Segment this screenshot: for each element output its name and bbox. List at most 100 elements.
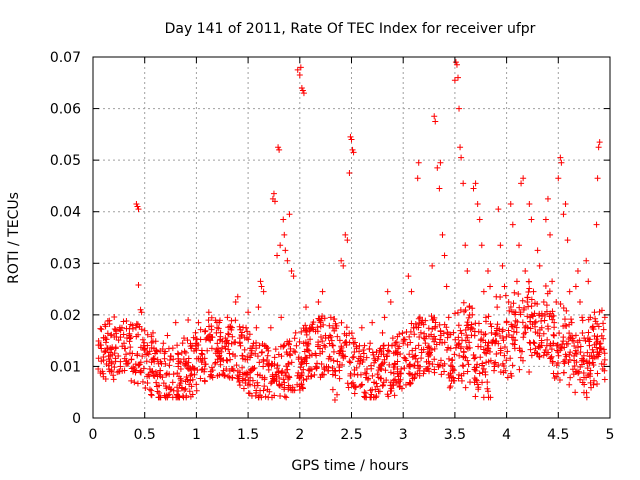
data-point xyxy=(571,352,578,359)
data-point xyxy=(128,365,135,372)
data-point xyxy=(148,359,155,366)
data-point xyxy=(419,317,426,324)
data-point xyxy=(174,370,181,377)
data-point xyxy=(239,352,246,359)
y-tick-label: 0.04 xyxy=(50,205,81,221)
data-point xyxy=(166,362,173,369)
data-point xyxy=(95,337,102,344)
data-point xyxy=(483,359,490,366)
data-point xyxy=(544,323,551,330)
data-point xyxy=(467,379,474,386)
data-point xyxy=(285,361,292,368)
data-point xyxy=(589,323,596,330)
data-point xyxy=(349,379,356,386)
data-point xyxy=(348,380,355,387)
data-point xyxy=(452,344,459,351)
data-point xyxy=(169,345,176,352)
data-point xyxy=(488,329,495,336)
data-point xyxy=(260,363,267,370)
data-point xyxy=(583,358,590,365)
data-point xyxy=(292,329,299,336)
data-point xyxy=(229,351,236,358)
data-point xyxy=(550,331,557,338)
data-point xyxy=(566,351,573,358)
data-point xyxy=(329,342,336,349)
data-point xyxy=(97,325,104,332)
data-point xyxy=(585,278,592,285)
data-point xyxy=(296,72,303,79)
chart-title: Day 141 of 2011, Rate Of TEC Index for r… xyxy=(165,21,536,37)
data-point xyxy=(426,345,433,352)
data-point xyxy=(471,332,478,339)
data-point xyxy=(362,369,369,376)
data-point xyxy=(526,369,533,376)
data-point xyxy=(277,392,284,399)
y-tick-label: 0.03 xyxy=(50,256,81,272)
data-point xyxy=(237,342,244,349)
data-point xyxy=(266,388,273,395)
data-point xyxy=(297,364,304,371)
data-point xyxy=(284,257,291,264)
data-point xyxy=(95,355,102,362)
data-point xyxy=(520,334,527,341)
data-point xyxy=(313,352,320,359)
data-point xyxy=(408,320,415,327)
data-point xyxy=(353,343,360,350)
data-point xyxy=(567,374,574,381)
x-tick-label: 4.5 xyxy=(547,427,569,443)
data-point xyxy=(395,373,402,380)
data-point xyxy=(334,358,341,365)
data-point xyxy=(411,375,418,382)
data-point xyxy=(290,348,297,355)
data-point xyxy=(500,362,507,369)
data-point xyxy=(167,353,174,360)
data-point xyxy=(112,344,119,351)
data-point xyxy=(245,309,252,316)
data-point xyxy=(240,371,247,378)
data-point xyxy=(313,365,320,372)
data-point xyxy=(445,355,452,362)
data-point xyxy=(367,340,374,347)
data-point xyxy=(108,359,115,366)
y-tick-label: 0.06 xyxy=(50,102,81,118)
data-point xyxy=(201,361,208,368)
data-point xyxy=(288,359,295,366)
data-point xyxy=(123,318,130,325)
data-point xyxy=(296,374,303,381)
data-point xyxy=(111,333,118,340)
data-point xyxy=(160,380,167,387)
data-point xyxy=(149,329,156,336)
data-point xyxy=(489,338,496,345)
data-point xyxy=(544,195,551,202)
data-point xyxy=(382,367,389,374)
data-point xyxy=(242,356,249,363)
data-point xyxy=(343,332,350,339)
data-point xyxy=(401,365,408,372)
data-point xyxy=(298,84,305,91)
y-tick-label: 0.01 xyxy=(50,359,81,375)
data-point xyxy=(204,334,211,341)
data-point xyxy=(549,278,556,285)
data-point xyxy=(132,361,139,368)
data-point xyxy=(374,371,381,378)
data-point xyxy=(530,288,537,295)
data-point xyxy=(293,342,300,349)
data-point xyxy=(528,296,535,303)
data-point xyxy=(596,308,603,315)
data-point xyxy=(132,324,139,331)
data-point xyxy=(495,340,502,347)
data-point xyxy=(129,322,136,329)
data-point xyxy=(463,332,470,339)
data-point xyxy=(516,304,523,311)
data-point xyxy=(204,347,211,354)
data-point xyxy=(350,149,357,156)
data-point xyxy=(302,354,309,361)
data-point xyxy=(504,374,511,381)
data-point xyxy=(386,361,393,368)
data-point xyxy=(208,314,215,321)
data-point xyxy=(134,350,141,357)
data-point xyxy=(356,342,363,349)
data-point xyxy=(403,328,410,335)
data-point xyxy=(234,293,241,300)
data-point xyxy=(104,345,111,352)
